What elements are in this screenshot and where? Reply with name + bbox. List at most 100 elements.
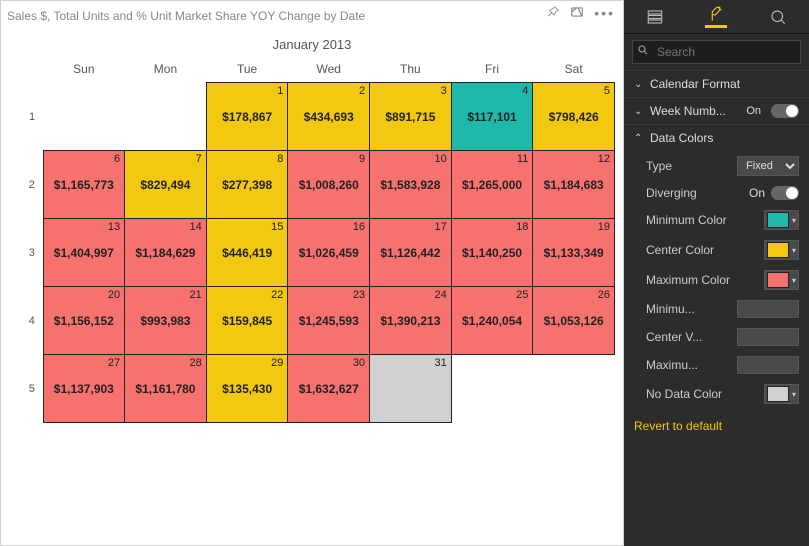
day-header: Mon [125,56,207,83]
day-header: Wed [288,56,370,83]
day-value: $1,390,213 [370,314,451,328]
day-value: $1,265,000 [452,178,533,192]
day-value: $1,133,349 [533,246,614,260]
day-number: 31 [434,357,446,369]
type-select[interactable]: Fixed [737,156,799,176]
day-value: $1,184,683 [533,178,614,192]
day-number: 13 [108,221,120,233]
day-number: 8 [277,153,283,165]
calendar-cell[interactable]: 5$798,426 [533,83,615,151]
day-number: 27 [108,357,120,369]
row-diverging: Diverging On [624,181,809,205]
calendar-cell[interactable]: 24$1,390,213 [370,287,452,355]
calendar-cell[interactable]: 30 $1,632,627 [288,355,370,423]
calendar-visual[interactable]: ••• Sales $, Total Units and % Unit Mark… [0,0,624,546]
calendar-cell[interactable]: 25$1,240,054 [451,287,533,355]
day-number: 18 [516,221,528,233]
nodata-color-picker[interactable]: ▾ [764,384,799,404]
calendar-cell[interactable]: 22$159,845 [206,287,288,355]
day-number: 12 [598,153,610,165]
calendar-cell[interactable]: 4$117,101 [451,83,533,151]
day-header: Fri [451,56,533,83]
tab-analytics-icon[interactable] [767,6,789,28]
calendar-cell[interactable]: 31 [370,355,452,423]
calendar-cell[interactable]: 14$1,184,629 [125,219,207,287]
calendar-cell[interactable]: 15$446,419 [206,219,288,287]
calendar-cell[interactable]: 18$1,140,250 [451,219,533,287]
day-header: Sat [533,56,615,83]
day-value: $829,494 [125,178,206,192]
week-number: 3 [21,219,43,287]
tab-format-icon[interactable] [705,6,727,28]
calendar-cell[interactable]: 13$1,404,997 [43,219,125,287]
day-number: 23 [353,289,365,301]
calendar-cell[interactable]: 9$1,008,260 [288,151,370,219]
focus-mode-icon[interactable] [570,5,584,22]
calendar-cell[interactable]: 2$434,693 [288,83,370,151]
week-number: 2 [21,151,43,219]
calendar-cell[interactable]: 19$1,133,349 [533,219,615,287]
day-value: $446,419 [207,246,288,260]
min-value-label: Minimu... [646,302,731,316]
day-value: $117,101 [452,110,533,124]
calendar-cell[interactable]: 11 $1,265,000 [451,151,533,219]
toggle-week-number[interactable] [771,104,799,118]
chevron-up-icon: ⌃ [634,133,644,144]
max-value-input[interactable] [737,356,799,374]
row-center-color: Center Color ▾ [624,235,809,265]
week-number: 5 [21,355,43,423]
day-header: Sun [43,56,125,83]
calendar-cell[interactable]: 10$1,583,928 [370,151,452,219]
day-number: 20 [108,289,120,301]
day-number: 30 [353,357,365,369]
toggle-diverging[interactable] [771,186,799,200]
calendar-cell[interactable]: 6$1,165,773 [43,151,125,219]
calendar-cell[interactable]: 8$277,398 [206,151,288,219]
day-value: $1,053,126 [533,314,614,328]
section-data-colors[interactable]: ⌃ Data Colors [624,124,809,151]
calendar-cell[interactable]: 29$135,430 [206,355,288,423]
section-calendar-format[interactable]: ⌄ Calendar Format [624,70,809,97]
calendar-cell[interactable]: 28$1,161,780 [125,355,207,423]
row-min-value: Minimu... [624,295,809,323]
calendar-cell[interactable]: 26$1,053,126 [533,287,615,355]
row-type: Type Fixed [624,151,809,181]
calendar-cell[interactable]: 27$1,137,903 [43,355,125,423]
day-value: $891,715 [370,110,451,124]
toggle-state: On [749,186,765,200]
day-value: $1,632,627 [288,382,369,396]
day-number: 10 [434,153,446,165]
row-min-color: Minimum Color ▾ [624,205,809,235]
min-color-picker[interactable]: ▾ [764,210,799,230]
calendar-cell[interactable]: 12 $1,184,683 [533,151,615,219]
week-number: 4 [21,287,43,355]
calendar-cell[interactable]: 20$1,156,152 [43,287,125,355]
section-week-number[interactable]: ⌄ Week Numb... On [624,97,809,124]
day-value: $434,693 [288,110,369,124]
day-number: 16 [353,221,365,233]
center-color-picker[interactable]: ▾ [764,240,799,260]
calendar-cell[interactable]: 1$178,867 [206,83,288,151]
type-label: Type [646,159,731,173]
max-color-picker[interactable]: ▾ [764,270,799,290]
min-color-label: Minimum Color [646,213,758,227]
day-header: Thu [370,56,452,83]
calendar-cell[interactable]: 16$1,026,459 [288,219,370,287]
section-label: Week Numb... [650,104,740,118]
day-value: $1,240,054 [452,314,533,328]
day-number: 11 [517,153,528,165]
search-input[interactable] [632,40,801,64]
calendar-cell[interactable]: 3$891,715 [370,83,452,151]
section-label: Data Colors [650,131,799,145]
tab-fields-icon[interactable] [644,6,666,28]
revert-to-default[interactable]: Revert to default [624,409,809,443]
calendar-cell[interactable]: 23$1,245,593 [288,287,370,355]
min-value-input[interactable] [737,300,799,318]
center-value-input[interactable] [737,328,799,346]
day-number: 5 [604,85,610,97]
calendar-cell[interactable]: 21$993,983 [125,287,207,355]
more-options-icon[interactable]: ••• [594,5,615,22]
calendar-cell[interactable]: 17$1,126,442 [370,219,452,287]
calendar-cell[interactable]: 7$829,494 [125,151,207,219]
pin-icon[interactable] [546,5,560,22]
